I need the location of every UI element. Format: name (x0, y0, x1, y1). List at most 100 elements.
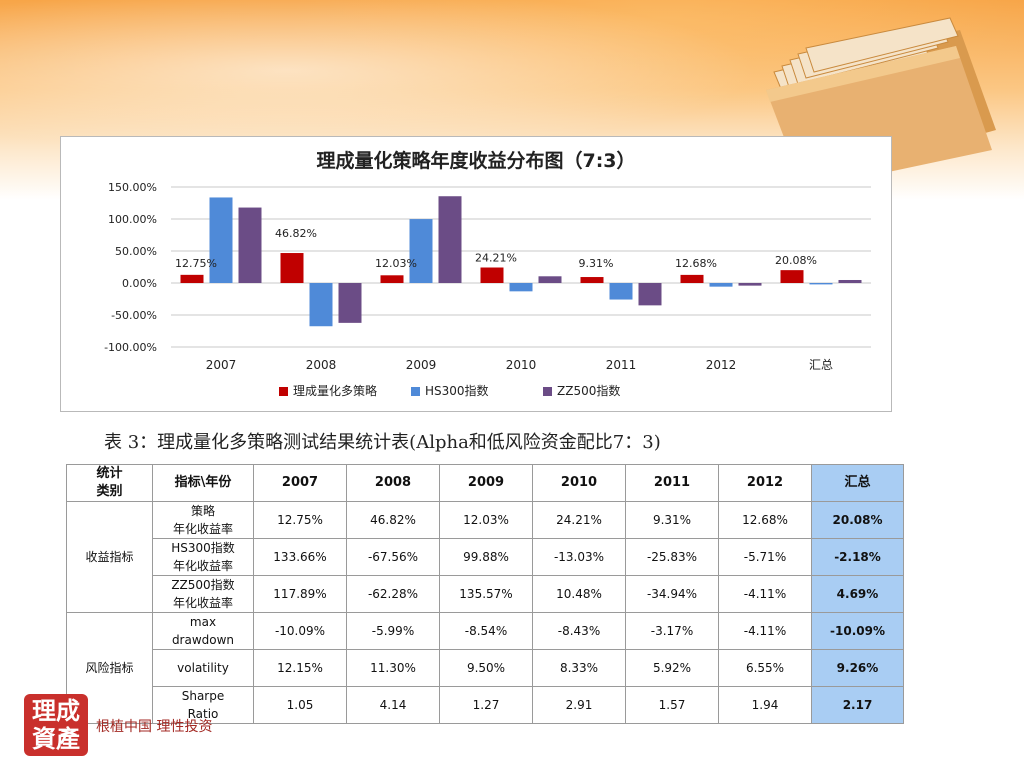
cell-line: max (189, 615, 217, 629)
value-cell: 2.91 (532, 686, 626, 724)
value-cell: -3.17% (625, 612, 719, 650)
value-cell: 24.21% (532, 501, 626, 539)
x-tick-label: 2009 (406, 358, 437, 372)
cell-line: drawdown (171, 633, 235, 647)
table-row: ZZ500指数 年化收益率 117.89% -62.28% 135.57% 10.48% -… (67, 575, 904, 613)
value-cell: -62.28% (346, 575, 440, 613)
data-label: 12.75% (175, 257, 217, 270)
x-tick-label: 2010 (506, 358, 537, 372)
bar (609, 283, 633, 300)
legend-swatch (543, 387, 552, 396)
cell-line: 策略 (190, 504, 215, 518)
header-cell: 汇总 (811, 464, 904, 502)
legend-label: ZZ500指数 (557, 383, 620, 398)
logo-line-2: 資產 (32, 724, 80, 753)
value-cell: -5.99% (346, 612, 440, 650)
header-cell: 2009 (439, 464, 533, 502)
value-cell: 99.88% (439, 538, 533, 576)
table-row: Sharpe Ratio 1.05 4.14 1.27 2.91 1.57 1.94 2.17 (67, 686, 904, 724)
value-cell: 133.66% (253, 538, 347, 576)
y-tick-label: -50.00% (111, 309, 157, 322)
y-tick-label: 0.00% (122, 277, 157, 290)
data-label: 20.08% (775, 254, 817, 267)
row-label: 策略 年化收益率 (152, 501, 254, 539)
bar (309, 283, 333, 327)
cell-line: 年化收益率 (172, 522, 233, 536)
cell-line: 年化收益率 (172, 559, 233, 573)
value-cell: 8.33% (532, 649, 626, 687)
row-label: HS300指数 年化收益率 (152, 538, 254, 576)
value-cell: 9.31% (625, 501, 719, 539)
value-cell: 10.48% (532, 575, 626, 613)
slogan: 根植中国 理性投资 (96, 719, 213, 735)
header-cell: 2008 (346, 464, 440, 502)
cell-line: HS300指数 (171, 541, 235, 555)
cell-line: Sharpe (181, 689, 225, 703)
value-cell: 5.92% (625, 649, 719, 687)
value-cell: 4.14 (346, 686, 440, 724)
bar (838, 279, 862, 283)
statistics-table: 统计 类别 指标\年份 2007 2008 2009 2010 2011 2012 汇总 收益指标策… (66, 464, 904, 724)
table-row: 风险指标 max drawdown -10.09% -5.99% -8.54% -8.43%… (66, 612, 904, 724)
row-label: ZZ500指数 年化收益率 (152, 575, 254, 613)
value-cell: 9.50% (439, 649, 533, 687)
bar (209, 197, 233, 283)
value-cell: -5.71% (718, 538, 812, 576)
legend-label: HS300指数 (425, 383, 489, 398)
value-cell: -67.56% (346, 538, 440, 576)
y-tick-label: 150.00% (108, 181, 157, 194)
bar (680, 274, 704, 283)
value-cell: -4.11% (718, 575, 812, 613)
value-cell: -10.09% (253, 612, 347, 650)
bar (638, 283, 662, 306)
bar (180, 274, 204, 283)
table-caption: 表 3：理成量化多策略测试结果统计表(Alpha和低风险资金配比7：3) (104, 432, 661, 453)
bar (409, 219, 433, 283)
data-label: 46.82% (275, 227, 317, 240)
y-tick-label: 50.00% (115, 245, 157, 258)
value-cell: -8.43% (532, 612, 626, 650)
bar (509, 283, 533, 292)
table-row: HS300指数 年化收益率 133.66% -67.56% 99.88% -13.03% -… (67, 538, 904, 576)
cell-line: volatility (177, 661, 229, 675)
cell-line: 统计 (96, 466, 123, 481)
row-label: max drawdown (152, 612, 254, 650)
x-tick-label: 汇总 (809, 358, 833, 372)
sum-cell: 4.69% (811, 575, 904, 613)
table-row: volatility 12.15% 11.30% 9.50% 8.33% 5.92% 6.5… (67, 649, 904, 687)
bar (380, 275, 404, 283)
value-cell: 12.68% (718, 501, 812, 539)
y-tick-label: 100.00% (108, 213, 157, 226)
y-tick-label: -100.00% (104, 341, 157, 354)
value-cell: -8.54% (439, 612, 533, 650)
bar (738, 283, 762, 286)
x-tick-label: 2007 (206, 358, 237, 372)
value-cell: 46.82% (346, 501, 440, 539)
value-cell: 6.55% (718, 649, 812, 687)
x-tick-label: 2012 (706, 358, 737, 372)
header-cell: 2010 (532, 464, 626, 502)
sum-cell: 2.17 (811, 686, 904, 724)
cell-line: 类别 (96, 484, 123, 499)
value-cell: 1.27 (439, 686, 533, 724)
value-cell: -25.83% (625, 538, 719, 576)
bar (538, 276, 562, 283)
x-tick-label: 2008 (306, 358, 337, 372)
company-logo: 理成 資產 (24, 694, 88, 756)
row-label: volatility (152, 649, 254, 687)
header-cell: 2012 (718, 464, 812, 502)
value-cell: -4.11% (718, 612, 812, 650)
value-cell: 1.05 (253, 686, 347, 724)
sum-cell: -2.18% (811, 538, 904, 576)
bar (809, 283, 833, 285)
chart-container: 理成量化策略年度收益分布图（7:3） 150.00% 100.00% 50.00% 0.… (60, 136, 892, 412)
bar (780, 270, 804, 283)
header-cell: 2007 (253, 464, 347, 502)
row-label: Sharpe Ratio (152, 686, 254, 724)
category-cell: 收益指标 (66, 501, 153, 613)
bar (580, 277, 604, 283)
header-category: 统计 类别 (66, 464, 153, 502)
value-cell: -34.94% (625, 575, 719, 613)
bar (338, 283, 362, 323)
sum-cell: 9.26% (811, 649, 904, 687)
